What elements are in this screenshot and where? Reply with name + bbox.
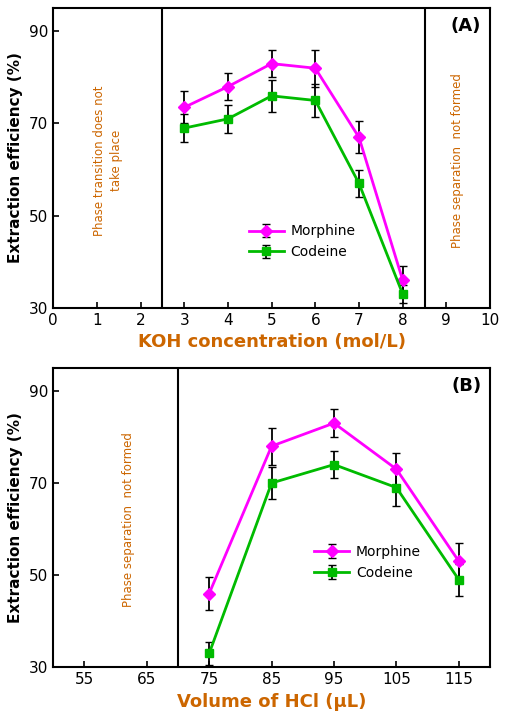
Text: Phase separation  not formed: Phase separation not formed <box>451 73 464 248</box>
Y-axis label: Extraction efficiency (%): Extraction efficiency (%) <box>8 412 23 623</box>
X-axis label: KOH concentration (mol/L): KOH concentration (mol/L) <box>138 333 405 351</box>
Text: (B): (B) <box>451 377 481 395</box>
Y-axis label: Extraction efficiency (%): Extraction efficiency (%) <box>8 52 23 263</box>
Legend: Morphine, Codeine: Morphine, Codeine <box>309 539 427 585</box>
Text: (A): (A) <box>451 17 481 35</box>
Text: Phase separation  not formed: Phase separation not formed <box>121 432 135 608</box>
Text: Phase transition does not
take place: Phase transition does not take place <box>93 85 123 236</box>
Legend: Morphine, Codeine: Morphine, Codeine <box>243 219 361 265</box>
X-axis label: Volume of HCl (μL): Volume of HCl (μL) <box>177 692 366 710</box>
